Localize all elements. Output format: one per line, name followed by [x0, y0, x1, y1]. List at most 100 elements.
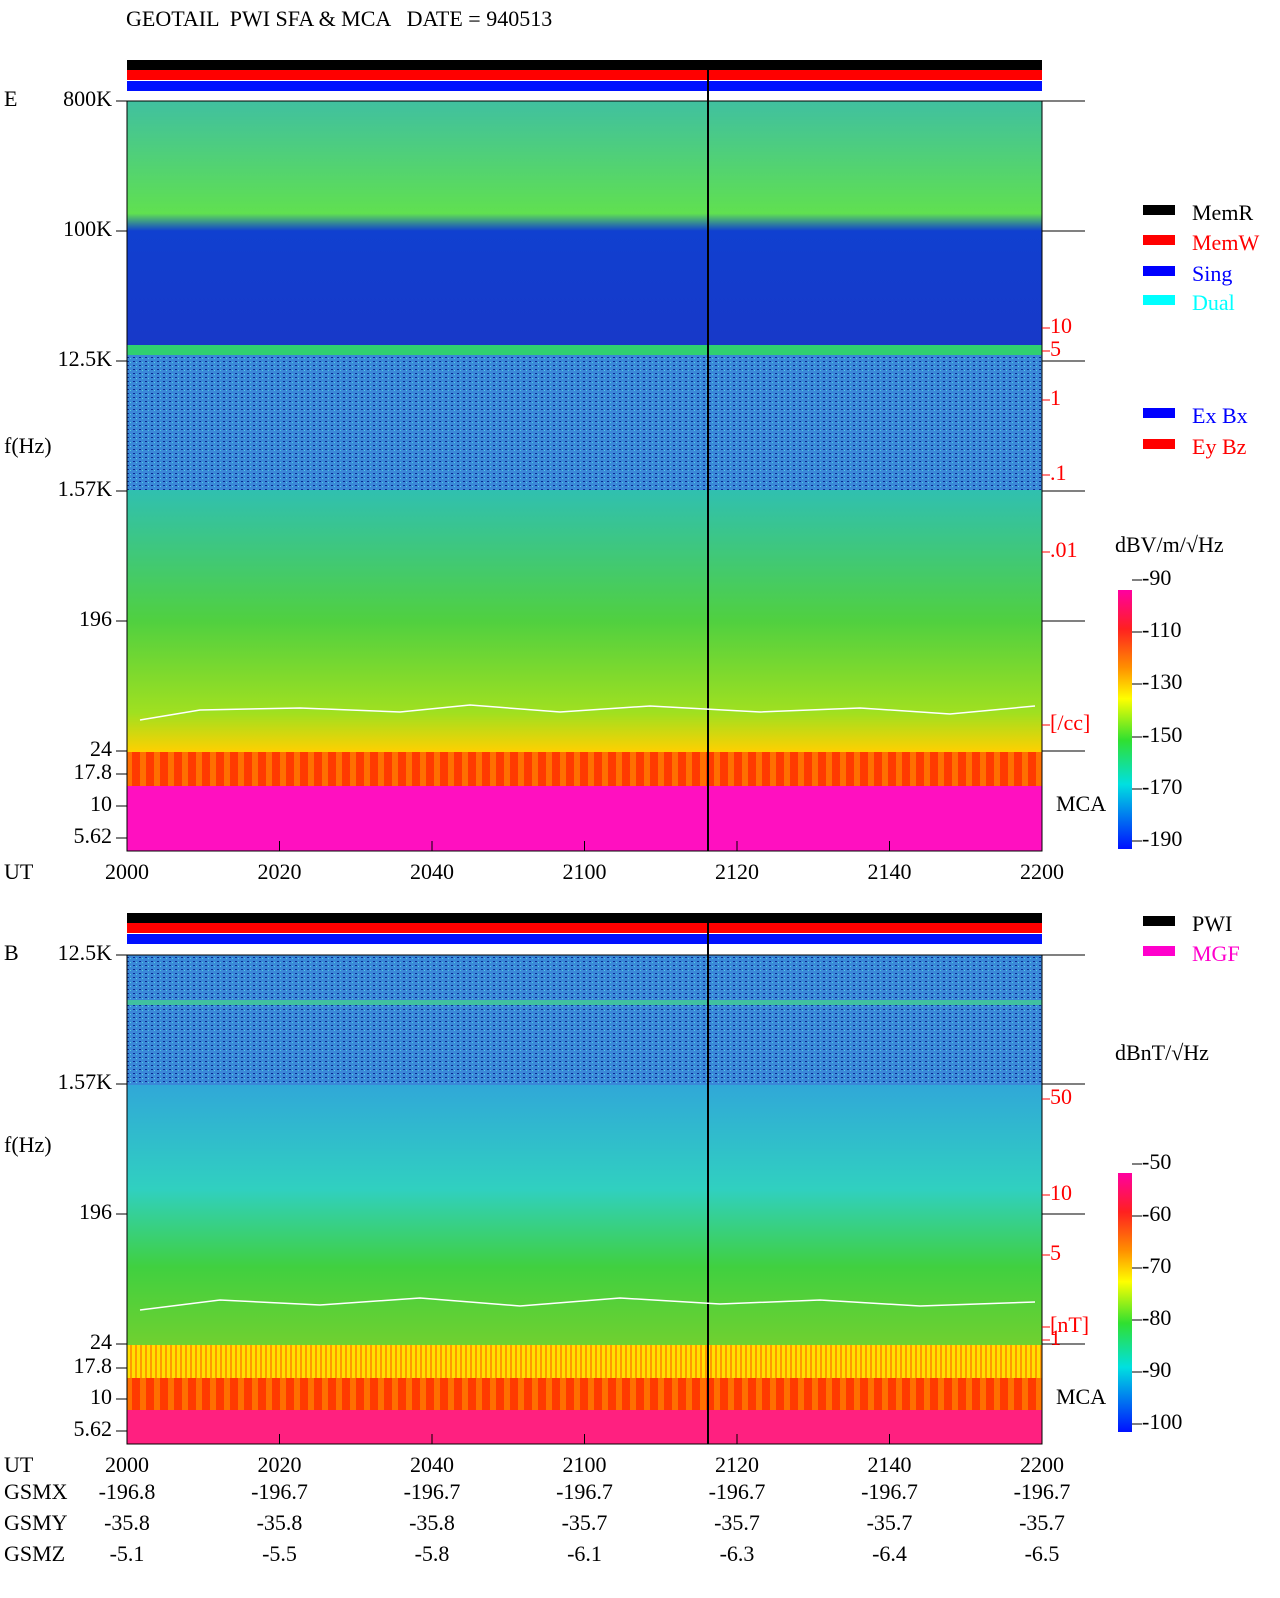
y-tick-label: 12.5K: [58, 940, 113, 965]
x-tick-label: 2100: [563, 1452, 607, 1477]
colorbar-tick-label: -70: [1142, 1253, 1171, 1278]
orbit-value: -196.7: [861, 1479, 918, 1504]
x-tick-label: 2040: [410, 1452, 454, 1477]
colorbar-tick-label: -60: [1142, 1201, 1171, 1226]
orbit-value: -6.1: [567, 1541, 602, 1566]
right-scale-label: 10: [1050, 313, 1072, 338]
y-axis-label: f(Hz): [4, 1132, 52, 1157]
legend-swatch: [1143, 916, 1175, 926]
orbit-value: -196.7: [1014, 1479, 1071, 1504]
y-tick-label: 17.8: [74, 759, 113, 784]
colorbar-tick-label: -190: [1142, 826, 1182, 851]
colorbar-tick-label: -170: [1142, 774, 1182, 799]
orbit-value: -6.4: [872, 1541, 907, 1566]
legend-swatch: [1143, 205, 1175, 215]
legend-label: PWI: [1192, 911, 1232, 936]
orbit-value: -35.8: [409, 1510, 455, 1535]
legend-swatch: [1143, 408, 1175, 418]
y-tick-label: 12.5K: [58, 346, 113, 371]
y-tick-label: 1.57K: [58, 1069, 113, 1094]
time-axis-label: UT: [4, 859, 34, 884]
legend-label: MGF: [1192, 941, 1240, 966]
orbit-value: -6.3: [720, 1541, 755, 1566]
orbit-value: -35.8: [257, 1510, 303, 1535]
x-tick-label: 2200: [1020, 1452, 1064, 1477]
y-tick-label: 1.57K: [58, 476, 113, 501]
legend-label: Ex Bx: [1192, 403, 1248, 428]
colorbar-title: dBnT/√Hz: [1115, 1040, 1209, 1065]
y-tick-label: 5.62: [74, 1416, 113, 1441]
x-tick-label: 2040: [410, 859, 454, 884]
legend-label: MemW: [1192, 230, 1259, 255]
status-bar: [127, 60, 1042, 70]
colorbar-tick-label: -50: [1142, 1149, 1171, 1174]
orbit-value: -196.7: [709, 1479, 766, 1504]
y-tick-label: 100K: [63, 216, 112, 241]
legend-swatch: [1143, 439, 1175, 449]
colorbar-tick-label: -90: [1142, 565, 1171, 590]
colorbar-title: dBV/m/√Hz: [1115, 532, 1224, 557]
right-scale-label: .01: [1050, 537, 1078, 562]
panel-label: E: [4, 86, 17, 111]
right-scale-label: 50: [1050, 1084, 1072, 1109]
y-tick-label: 800K: [63, 86, 112, 111]
orbit-value: -35.7: [562, 1510, 608, 1535]
colorbar-tick-label: -150: [1142, 722, 1182, 747]
spectrogram-e: [126, 60, 1043, 852]
x-tick-label: 2020: [258, 859, 302, 884]
legend-label: Dual: [1192, 290, 1235, 315]
y-tick-label: 17.8: [74, 1353, 113, 1378]
x-tick-label: 2120: [715, 859, 759, 884]
legend-label: Sing: [1192, 261, 1232, 286]
orbit-value: -35.7: [714, 1510, 760, 1535]
right-scale-label: 1: [1050, 385, 1061, 410]
x-tick-label: 2020: [258, 1452, 302, 1477]
colorbar-tick-label: -90: [1142, 1357, 1171, 1382]
y-tick-label: 24: [90, 736, 112, 761]
orbit-value: -35.7: [867, 1510, 913, 1535]
orbit-label: GSMZ: [4, 1541, 65, 1566]
status-bar: [127, 934, 1042, 944]
orbit-value: -196.7: [556, 1479, 613, 1504]
status-bar: [127, 81, 1042, 91]
colorbar: [1118, 590, 1132, 849]
legend-swatch: [1143, 266, 1175, 276]
right-scale-label: 5: [1050, 1240, 1061, 1265]
right-scale-label: 5: [1050, 336, 1061, 361]
orbit-value: -5.1: [110, 1541, 145, 1566]
colorbar-tick-label: -100: [1142, 1409, 1182, 1434]
colorbar: [1118, 1173, 1132, 1432]
orbit-label: GSMY: [4, 1510, 68, 1535]
orbit-value: -5.8: [415, 1541, 450, 1566]
colorbar-tick-label: -110: [1142, 617, 1182, 642]
orbit-value: -6.5: [1025, 1541, 1060, 1566]
x-tick-label: 2100: [563, 859, 607, 884]
right-scale-label: 10: [1050, 1180, 1072, 1205]
status-bar: [127, 923, 1042, 933]
panel-label: B: [4, 940, 19, 965]
orbit-value: -5.5: [262, 1541, 297, 1566]
right-scale-label: [nT]: [1050, 1312, 1089, 1337]
mca-label: MCA: [1056, 791, 1106, 816]
y-tick-label: 24: [90, 1329, 112, 1354]
orbit-value: -35.7: [1019, 1510, 1065, 1535]
legend-label: MemR: [1192, 200, 1253, 225]
y-tick-label: 196: [79, 1199, 112, 1224]
time-axis-label: UT: [4, 1452, 34, 1477]
orbit-label: GSMX: [4, 1479, 68, 1504]
title: GEOTAIL PWI SFA & MCA DATE = 940513: [126, 6, 552, 31]
right-scale-label: .1: [1050, 460, 1067, 485]
y-tick-label: 5.62: [74, 823, 113, 848]
x-tick-label: 2000: [105, 859, 149, 884]
orbit-value: -196.8: [99, 1479, 156, 1504]
x-tick-label: 2140: [868, 1452, 912, 1477]
colorbar-tick-label: -80: [1142, 1305, 1171, 1330]
x-tick-label: 2000: [105, 1452, 149, 1477]
y-tick-label: 196: [79, 606, 112, 631]
right-scale-label: 1: [1050, 1325, 1061, 1350]
orbit-value: -35.8: [104, 1510, 150, 1535]
status-bar: [127, 913, 1042, 923]
legend-label: Ey Bz: [1192, 434, 1247, 459]
legend-swatch: [1143, 295, 1175, 305]
